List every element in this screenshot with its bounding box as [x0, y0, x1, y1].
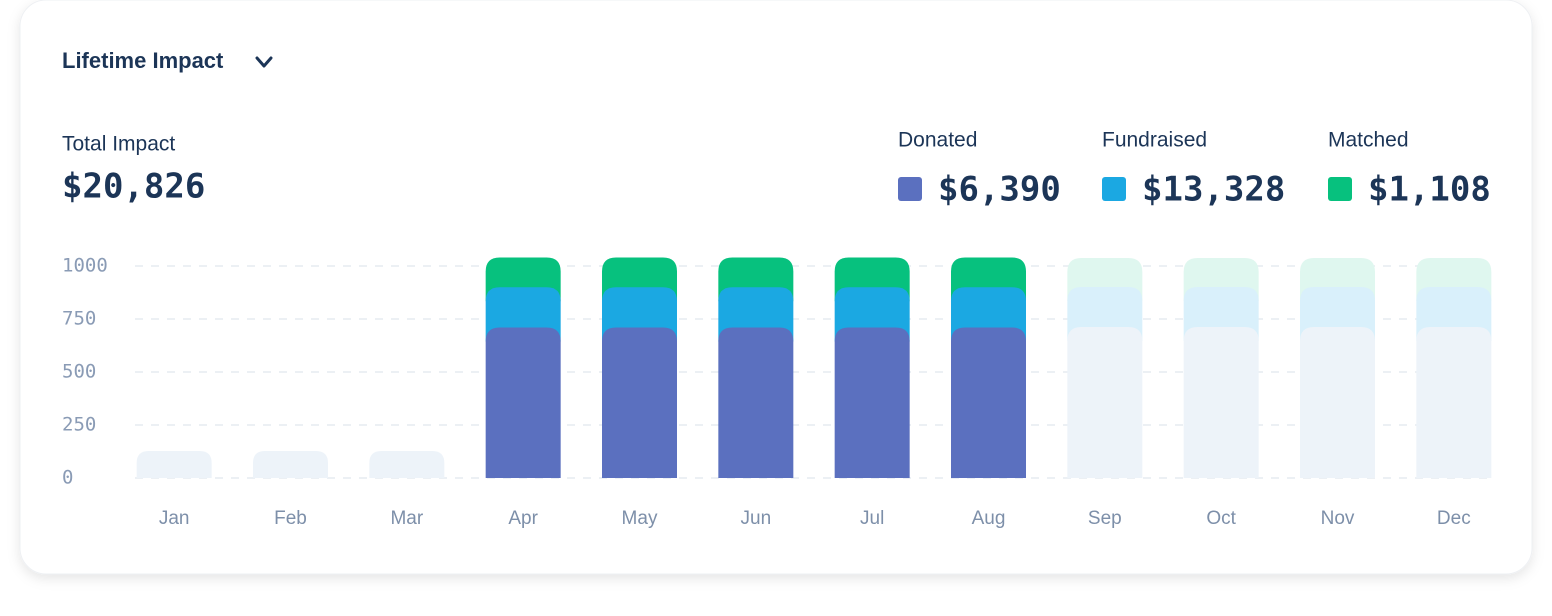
plot: 0 250 500 750 1000 Jan Feb Mar Apr May Jun Jul Aug Se…	[62, 255, 1492, 529]
placeholder-bar	[1300, 327, 1375, 478]
total-value: $20,826	[62, 167, 205, 207]
x-tick-label: Jul	[860, 508, 884, 529]
placeholder-bar	[136, 451, 212, 478]
card-title[interactable]: Lifetime Impact	[62, 48, 224, 73]
y-tick-label: 750	[62, 308, 96, 330]
placeholder-bar	[1183, 327, 1259, 478]
legend: Donated $6,390 Fundraised $13,328 Matched $1,…	[898, 129, 1491, 210]
x-tick-label: Oct	[1206, 508, 1236, 529]
y-tick-label: 500	[62, 361, 96, 383]
x-tick-label: Sep	[1088, 508, 1122, 529]
legend-total: $1,108	[1368, 170, 1491, 210]
legend-swatch	[898, 177, 922, 201]
legend-total: $13,328	[1142, 170, 1285, 210]
legend-name: Fundraised	[1102, 129, 1207, 152]
placeholder-bar	[1067, 327, 1143, 478]
legend-name: Matched	[1328, 129, 1409, 152]
bar-segment	[951, 327, 1026, 478]
bar-segment	[602, 327, 677, 478]
x-tick-label: Mar	[390, 508, 423, 529]
x-tick-label: Jun	[741, 508, 772, 529]
legend-swatch	[1102, 177, 1126, 201]
legend-name: Donated	[898, 129, 977, 152]
x-tick-label: Dec	[1437, 508, 1471, 529]
x-tick-label: Apr	[508, 508, 538, 529]
placeholder-bar	[1416, 327, 1492, 478]
placeholder-bar	[253, 451, 328, 478]
x-tick-label: Nov	[1321, 508, 1355, 529]
dropdown-chevron[interactable]	[255, 56, 273, 68]
y-tick-label: 250	[62, 414, 96, 436]
x-tick-label: Feb	[274, 508, 307, 529]
x-tick-label: Jan	[159, 508, 190, 529]
y-tick-label: 1000	[62, 255, 108, 277]
bar-segment	[718, 327, 794, 478]
legend-swatch	[1328, 177, 1352, 201]
total-label: Total Impact	[62, 133, 175, 156]
bar-segment	[485, 327, 561, 478]
bar-segment	[834, 327, 910, 478]
y-tick-label: 0	[62, 467, 73, 489]
placeholder-bar	[369, 451, 445, 478]
legend-total: $6,390	[938, 170, 1061, 210]
x-tick-label: May	[622, 508, 658, 529]
x-tick-label: Aug	[972, 508, 1006, 529]
